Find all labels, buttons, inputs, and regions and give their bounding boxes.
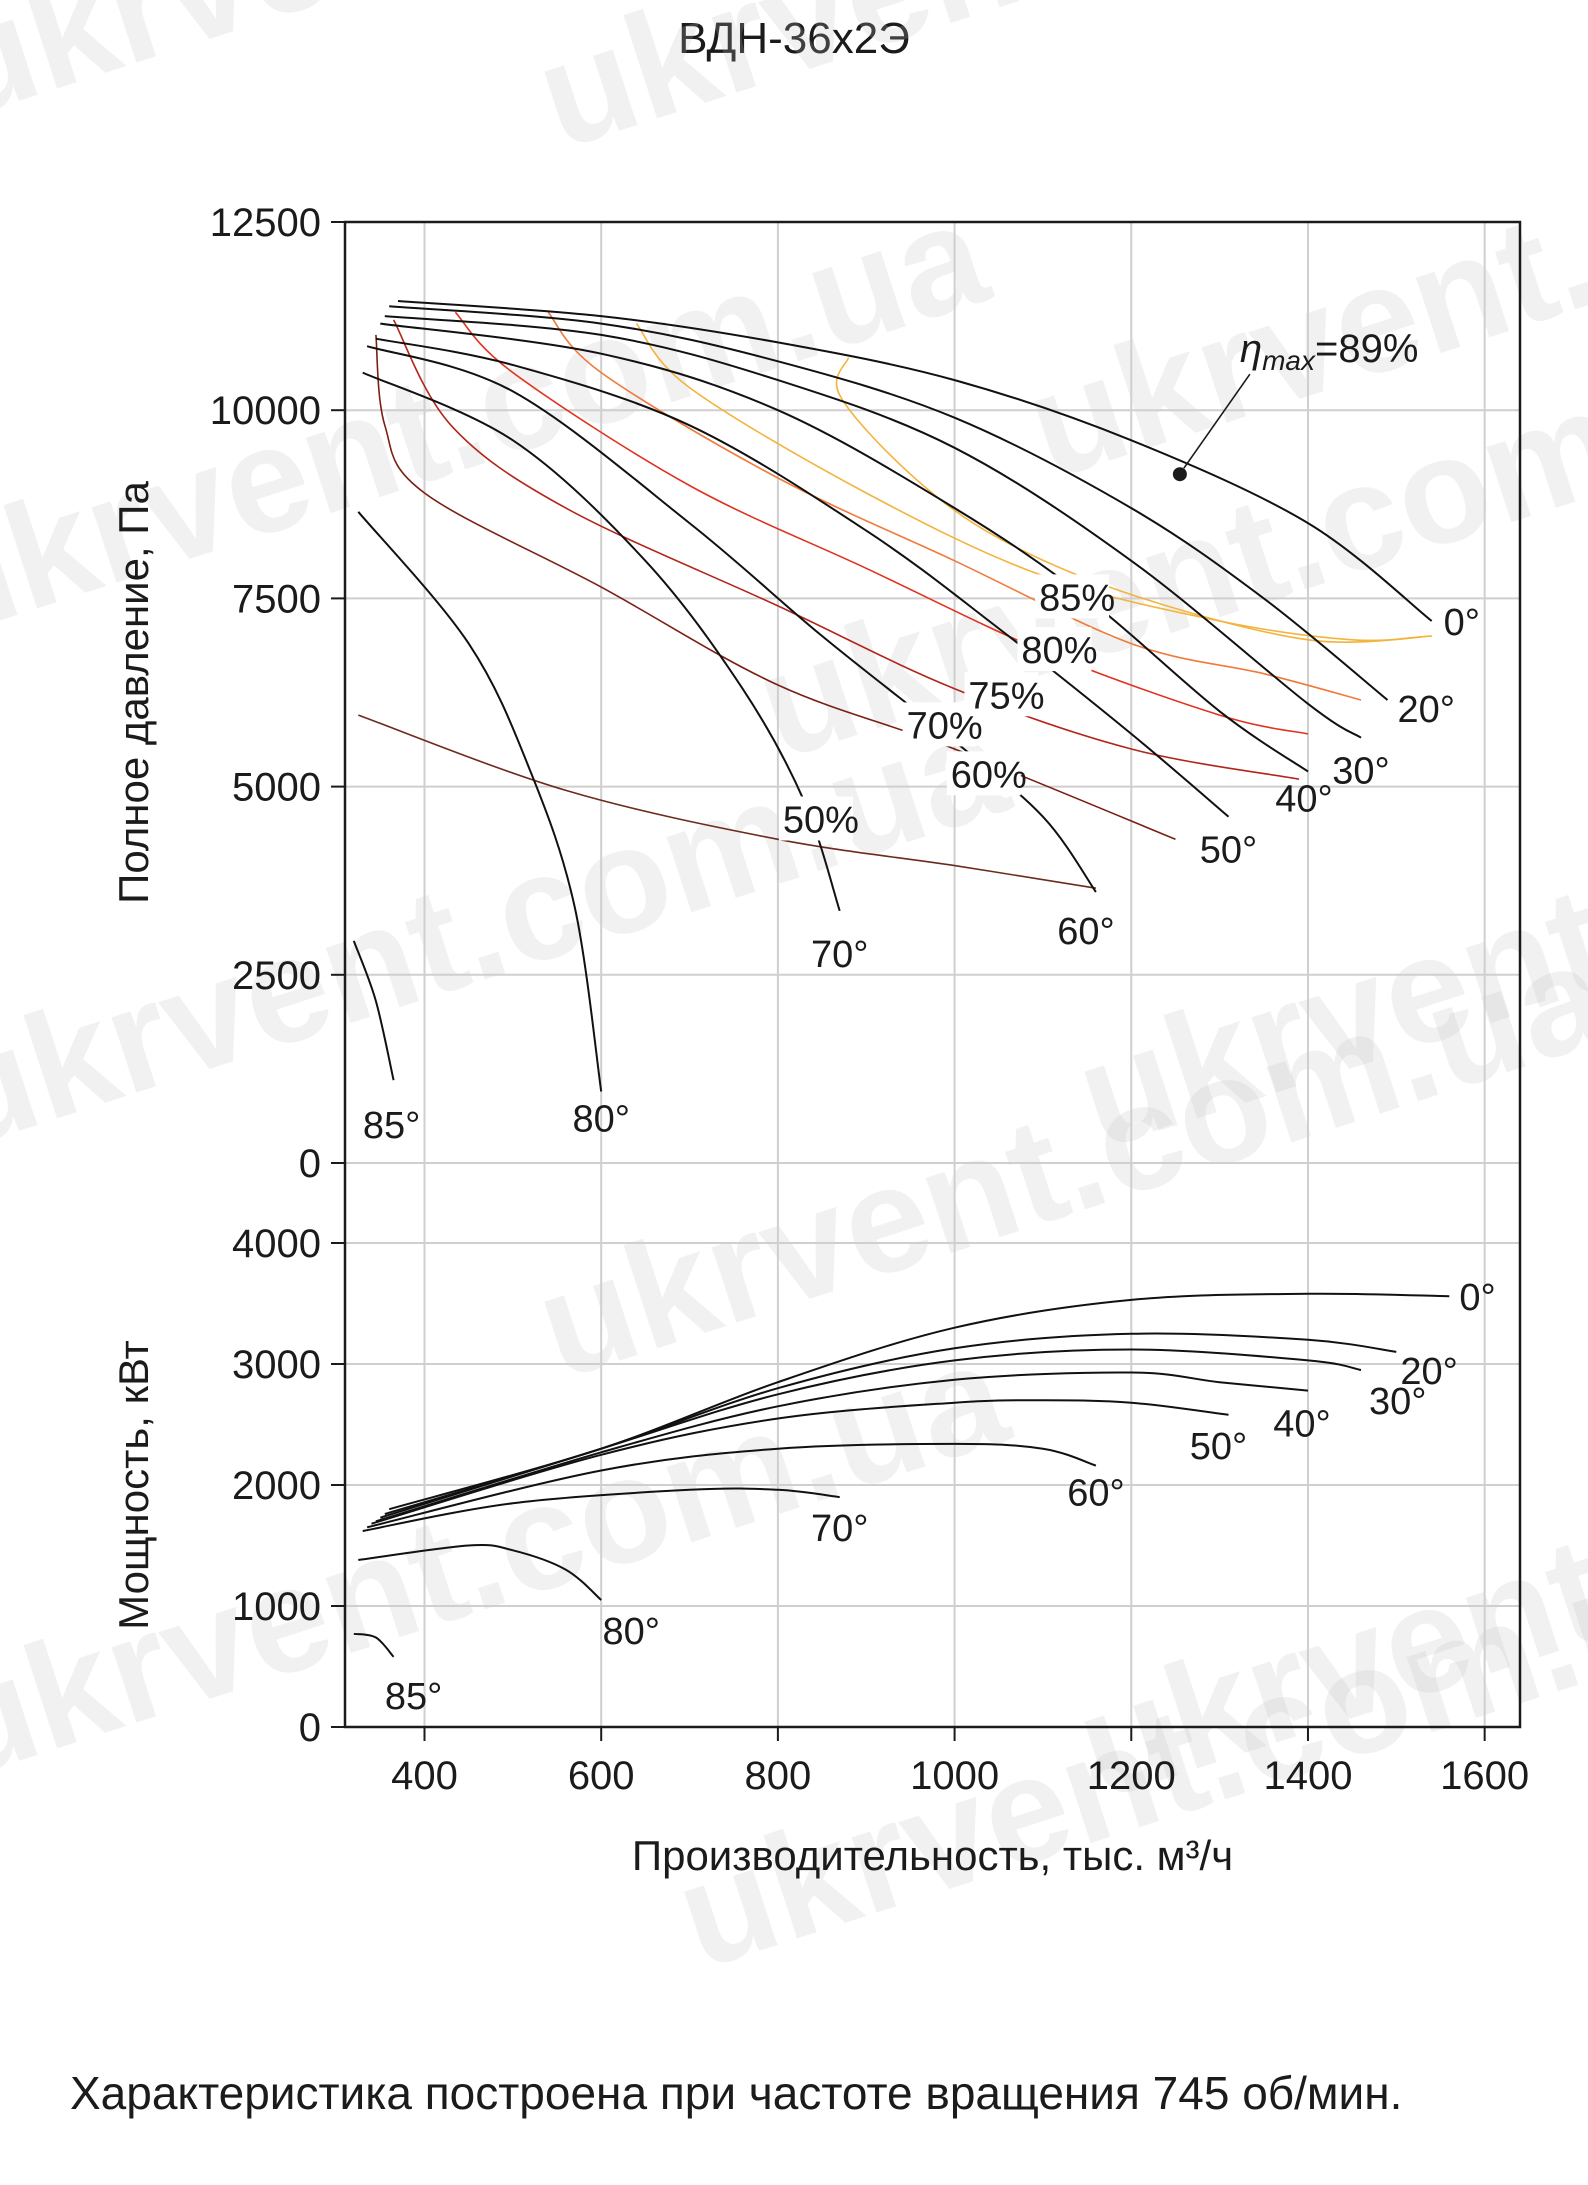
pressure-curve-label: 40°	[1275, 779, 1332, 821]
power-curve-85deg	[353, 1632, 395, 1658]
axes	[331, 220, 1522, 1741]
power-curve-label: 50°	[1190, 1426, 1247, 1468]
tick-label-x: 1000	[910, 1754, 999, 1798]
efficiency-label: 85%	[1039, 577, 1115, 619]
efficiency-curve-85pct	[635, 323, 1432, 642]
power-curve-label: 60°	[1067, 1473, 1124, 1515]
pressure-curve-label: 60°	[1057, 911, 1114, 953]
power-curve-label: 20°	[1400, 1351, 1457, 1393]
pressure-curve-60deg	[366, 345, 1097, 893]
power-curve-30deg	[380, 1348, 1362, 1519]
tick-label-x: 1400	[1263, 1754, 1352, 1798]
efficiency-label-bg	[1035, 574, 1110, 619]
power-curve-60deg	[366, 1442, 1097, 1529]
pressure-curve-label: 50°	[1200, 830, 1257, 872]
efficiency-label: 80%	[1021, 630, 1097, 672]
y-axis-label-pressure: Полное давление, Па	[110, 481, 157, 904]
power-curve-label: 85°	[385, 1676, 442, 1718]
tick-label-y-bottom: 2000	[232, 1464, 321, 1508]
efficiency-label-bg	[778, 796, 853, 841]
efficiency-curve-50pct	[358, 714, 1097, 889]
power-curve-70deg	[362, 1487, 840, 1532]
tick-label-x: 1600	[1440, 1754, 1529, 1798]
efficiency-curve-80pct	[547, 311, 1362, 701]
pressure-curve-40deg	[380, 322, 1309, 773]
efficiency-curve-89pct	[835, 357, 1432, 644]
efficiency-label-bg	[902, 702, 977, 747]
power-curve-50deg	[371, 1399, 1229, 1525]
x-axis-label: Производительность, тыс. м³/ч	[632, 1832, 1233, 1879]
efficiency-label: 75%	[968, 675, 1044, 717]
pressure-curve-label: 20°	[1397, 689, 1454, 731]
chart-title: ВДН-36х2Э	[678, 14, 910, 63]
tick-label-y-bottom: 4000	[232, 1222, 321, 1266]
rotation-speed-note: Характеристика построена при частоте вра…	[70, 2067, 1403, 2119]
pressure-curve-label: 70°	[811, 934, 868, 976]
efficiency-label: 60%	[951, 754, 1027, 796]
efficiency-curve-75pct	[454, 311, 1309, 735]
power-curve-label: 30°	[1369, 1381, 1426, 1423]
characteristic-curves	[352, 300, 1450, 1658]
efficiency-curves	[358, 311, 1432, 889]
tick-label-y-top: 2500	[232, 954, 321, 998]
y-axis-label-power: Мощность, кВт	[110, 1340, 157, 1630]
tick-label-x: 400	[391, 1754, 458, 1798]
max-efficiency-leader	[1183, 373, 1251, 469]
pressure-curve-label: 85°	[363, 1105, 420, 1147]
pressure-curve-0deg	[397, 300, 1433, 622]
pressure-curve-20deg	[389, 305, 1389, 701]
tick-label-x: 600	[568, 1754, 635, 1798]
efficiency-curve-70pct	[392, 319, 1300, 780]
pressure-curve-30deg	[384, 315, 1362, 739]
efficiency-label-bg	[964, 672, 1039, 717]
tick-label-y-bottom: 3000	[232, 1343, 321, 1387]
power-curve-label: 80°	[602, 1611, 659, 1653]
tick-label-x: 800	[745, 1754, 812, 1798]
tick-label-x: 1200	[1087, 1754, 1176, 1798]
pressure-curve-label: 0°	[1444, 602, 1480, 644]
tick-label-y-top: 12500	[210, 201, 321, 245]
tick-label-y-bottom: 1000	[232, 1585, 321, 1629]
pressure-curve-label: 30°	[1332, 751, 1389, 793]
tick-label-y-top: 7500	[232, 577, 321, 621]
pressure-curve-50deg	[375, 337, 1230, 818]
power-curve-label: 0°	[1459, 1277, 1495, 1319]
efficiency-label: 50%	[783, 799, 859, 841]
pressure-curve-85deg	[352, 940, 395, 1081]
power-curve-80deg	[358, 1544, 602, 1601]
power-curve-label: 70°	[811, 1508, 868, 1550]
tick-label-y-top: 10000	[210, 389, 321, 433]
pressure-curve-label: 80°	[572, 1098, 629, 1140]
watermark-layer: ukrvent.com.uaukrvent.com.uaukrvent.com.…	[0, 0, 1588, 2000]
pressure-curve-80deg	[357, 511, 603, 1092]
efficiency-label-bg	[1017, 627, 1092, 672]
max-efficiency-point	[1172, 467, 1187, 482]
chart-labels: 0250050007500100001250001000200030004000…	[110, 201, 1529, 1879]
power-curve-40deg	[375, 1371, 1309, 1523]
efficiency-label-bg	[946, 751, 1021, 796]
tick-label-y-top: 0	[299, 1142, 321, 1186]
max-efficiency-label: ηmax=89%	[1240, 327, 1419, 376]
tick-label-y-top: 5000	[232, 766, 321, 810]
watermark-text: ukrvent.com.ua	[518, 0, 1588, 180]
tick-label-y-bottom: 0	[299, 1706, 321, 1750]
power-curve-label: 40°	[1273, 1404, 1330, 1446]
